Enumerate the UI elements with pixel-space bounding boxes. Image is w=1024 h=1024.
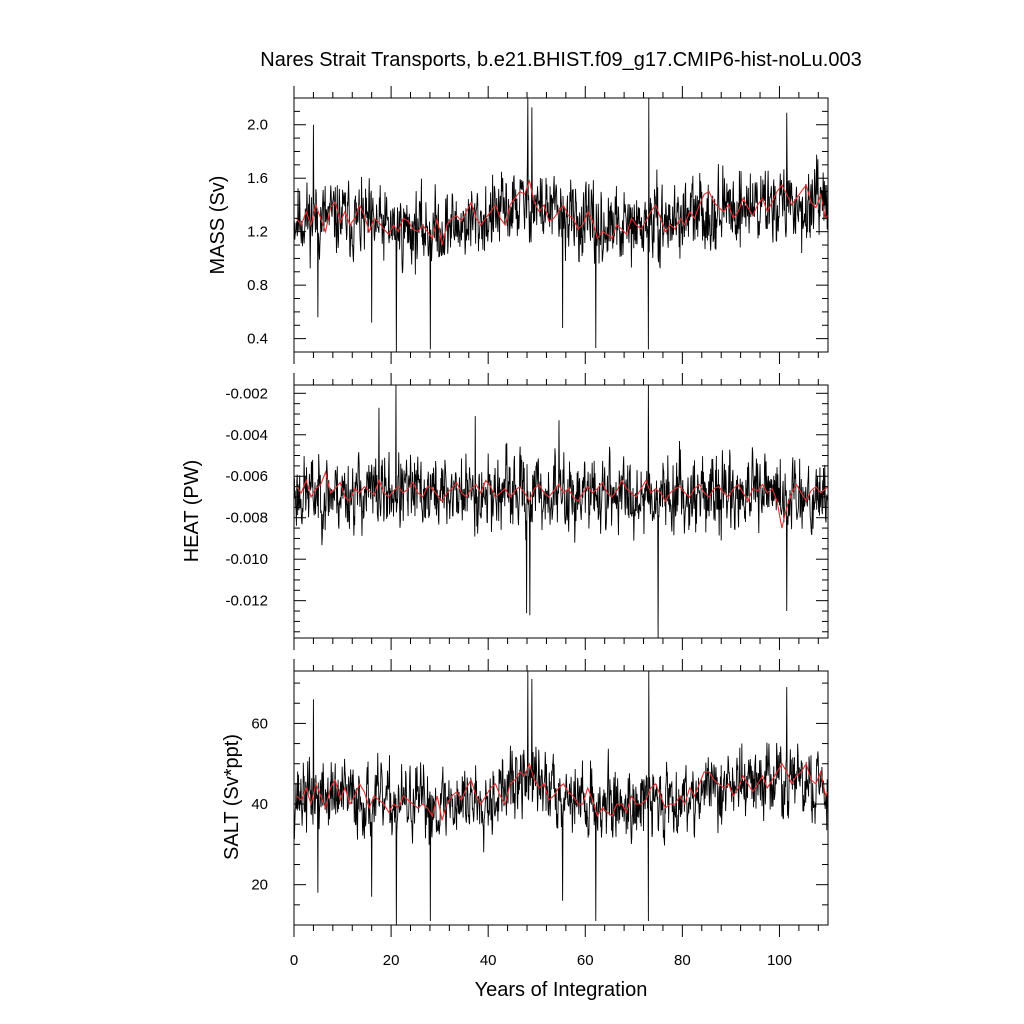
salt-y-axis-label: SALT (Sv*ppt) xyxy=(221,734,243,860)
mass-annual-mean-line xyxy=(295,178,828,246)
mass-y-axis-label: MASS (Sv) xyxy=(207,176,229,275)
heat-ytick-label: -0.012 xyxy=(225,593,268,610)
xtick-label: 40 xyxy=(480,952,497,969)
xtick-label: 0 xyxy=(290,952,298,969)
xtick-label: 100 xyxy=(767,952,792,969)
x-axis: 0 20 40 60 80 100 xyxy=(290,952,792,969)
salt-ytick-label: 60 xyxy=(251,715,268,732)
salt-annual-mean-line xyxy=(296,762,828,821)
mass-ytick-label: 2.0 xyxy=(247,117,268,134)
mass-ytick-label: 0.8 xyxy=(247,277,268,294)
salt-panel: SALT (Sv*ppt) 20 40 60 xyxy=(221,659,829,937)
heat-ytick-label: -0.004 xyxy=(225,427,268,444)
heat-monthly-series-line xyxy=(294,385,828,638)
x-axis-label: Years of Integration xyxy=(475,979,648,1001)
chart-title: Nares Strait Transports, b.e21.BHIST.f09… xyxy=(260,49,861,71)
mass-monthly-series-line xyxy=(294,98,828,352)
heat-ytick-label: -0.010 xyxy=(225,551,268,568)
salt-ytick-label: 40 xyxy=(251,796,268,813)
salt-ytick-label: 20 xyxy=(251,877,268,894)
heat-y-axis-label: HEAT (PW) xyxy=(181,460,203,563)
xtick-label: 80 xyxy=(674,952,691,969)
xtick-label: 60 xyxy=(577,952,594,969)
mass-ytick-label: 0.4 xyxy=(247,331,268,348)
mass-ytick-label: 1.2 xyxy=(247,224,268,241)
heat-annual-mean-line xyxy=(295,470,828,529)
salt-monthly-series-line xyxy=(294,671,828,925)
salt-plot-frame xyxy=(293,670,829,926)
mass-panel: MASS (Sv) 0.4 0.8 1.2 1.6 2.0 xyxy=(207,86,829,364)
heat-panel: HEAT (PW) -0.012 -0.010 -0.008 -0.006 -0.004… xyxy=(181,373,829,650)
xtick-label: 20 xyxy=(383,952,400,969)
mass-ytick-label: 1.6 xyxy=(247,170,268,187)
heat-ytick-label: -0.002 xyxy=(225,385,268,402)
heat-plot-frame xyxy=(293,384,829,639)
heat-ytick-label: -0.008 xyxy=(225,510,268,527)
heat-ytick-label: -0.006 xyxy=(225,468,268,485)
mass-plot-frame xyxy=(293,97,829,353)
